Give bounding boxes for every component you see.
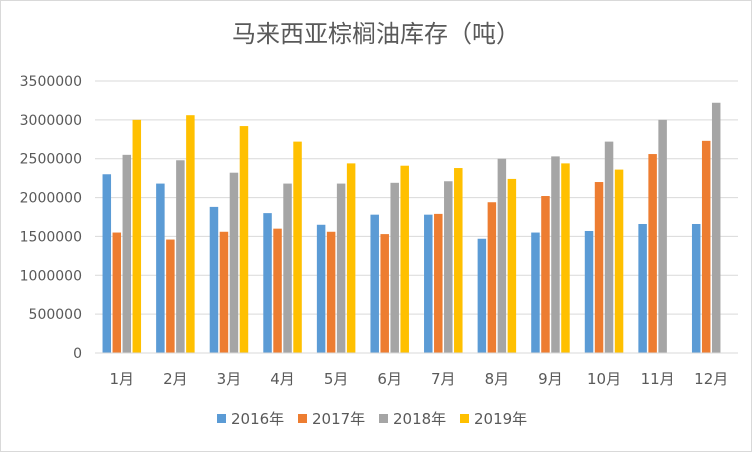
bar-2018年-6月 [390, 182, 399, 353]
x-tick-label: 10月 [587, 370, 621, 388]
x-tick-label: 7月 [431, 370, 456, 388]
x-tick-label: 11月 [641, 370, 675, 388]
y-tick-label: 0 [73, 346, 82, 362]
chart-title: 马来西亚棕榈油库存（吨） [232, 20, 520, 48]
legend-label: 2017年 [312, 410, 365, 428]
bar-2016年-3月 [209, 206, 219, 353]
bar-2016年-6月 [370, 214, 379, 353]
bar-2018年-10月 [604, 141, 614, 353]
x-tick-label: 6月 [377, 370, 402, 388]
bar-2018年-4月 [283, 183, 292, 353]
x-tick-label: 5月 [324, 370, 349, 388]
x-tick-label: 1月 [110, 370, 135, 388]
bar-2018年-12月 [711, 102, 721, 353]
bar-2017年-10月 [594, 182, 604, 353]
y-tick-label: 1000000 [20, 268, 82, 284]
bar-2017年-2月 [166, 239, 175, 353]
bar-2019年-5月 [346, 163, 356, 353]
bars [102, 102, 721, 354]
bar-2018年-5月 [336, 183, 346, 353]
bar-2019年-2月 [186, 115, 195, 354]
y-tick-label: 500000 [29, 307, 82, 323]
bar-2016年-4月 [263, 213, 272, 353]
bar-2017年-1月 [112, 232, 122, 353]
bar-2017年-4月 [273, 228, 282, 353]
bar-2017年-8月 [487, 202, 497, 353]
y-tick-label: 3000000 [20, 113, 82, 129]
axes: 0 500000 1000000 1500000 2000000 2500000 30000… [20, 74, 738, 388]
bar-2016年-12月 [691, 223, 701, 353]
legend-label: 2019年 [474, 410, 527, 428]
bar-2019年-6月 [400, 165, 409, 353]
gridlines [95, 80, 738, 354]
bar-2017年-6月 [380, 234, 389, 353]
bar-2018年-1月 [122, 154, 132, 353]
bar-2018年-3月 [229, 172, 239, 353]
bar-2019年-10月 [614, 169, 624, 353]
y-tick-label: 3500000 [20, 74, 82, 90]
bar-2016年-10月 [584, 230, 594, 353]
bar-2016年-7月 [424, 214, 433, 353]
x-tick-label: 4月 [270, 370, 295, 388]
bar-2016年-9月 [531, 232, 540, 353]
bar-2018年-11月 [658, 119, 667, 353]
bar-2017年-7月 [434, 213, 443, 353]
bar-2017年-12月 [701, 140, 711, 353]
legend-swatch [217, 414, 226, 423]
bar-2019年-3月 [239, 126, 249, 354]
y-tick-label: 2000000 [20, 191, 82, 207]
bar-2019年-1月 [132, 119, 142, 353]
bar-2018年-7月 [444, 181, 453, 353]
bar-2017年-3月 [219, 231, 229, 353]
bar-2019年-7月 [454, 168, 463, 353]
bar-2017年-9月 [541, 196, 550, 353]
legend-swatch [379, 414, 388, 423]
bar-2016年-1月 [102, 174, 112, 353]
bar-2018年-8月 [497, 158, 507, 353]
x-tick-label: 8月 [485, 370, 510, 388]
legend-label: 2018年 [393, 410, 446, 428]
legend-swatch [298, 414, 307, 423]
y-tick-label: 2500000 [20, 152, 82, 168]
bar-2019年-4月 [293, 141, 302, 353]
legend-label: 2016年 [231, 410, 284, 428]
bar-2018年-2月 [176, 160, 185, 353]
bar-2017年-11月 [648, 154, 657, 353]
bar-2016年-5月 [316, 224, 326, 353]
bar-2016年-11月 [638, 223, 647, 353]
bar-2019年-8月 [507, 178, 517, 353]
x-tick-label: 2月 [163, 370, 188, 388]
legend-swatch [460, 414, 469, 423]
bar-2016年-2月 [156, 183, 165, 353]
x-tick-label: 9月 [538, 370, 563, 388]
bar-2018年-9月 [551, 156, 560, 353]
legend: 2016年 2017年 2018年 2019年 [217, 410, 527, 428]
x-tick-label: 3月 [217, 370, 242, 388]
bar-2017年-5月 [326, 231, 336, 353]
bar-2016年-8月 [477, 238, 487, 353]
y-tick-label: 1500000 [20, 229, 82, 245]
x-tick-label: 12月 [694, 370, 728, 388]
bar-2019年-9月 [561, 163, 570, 353]
